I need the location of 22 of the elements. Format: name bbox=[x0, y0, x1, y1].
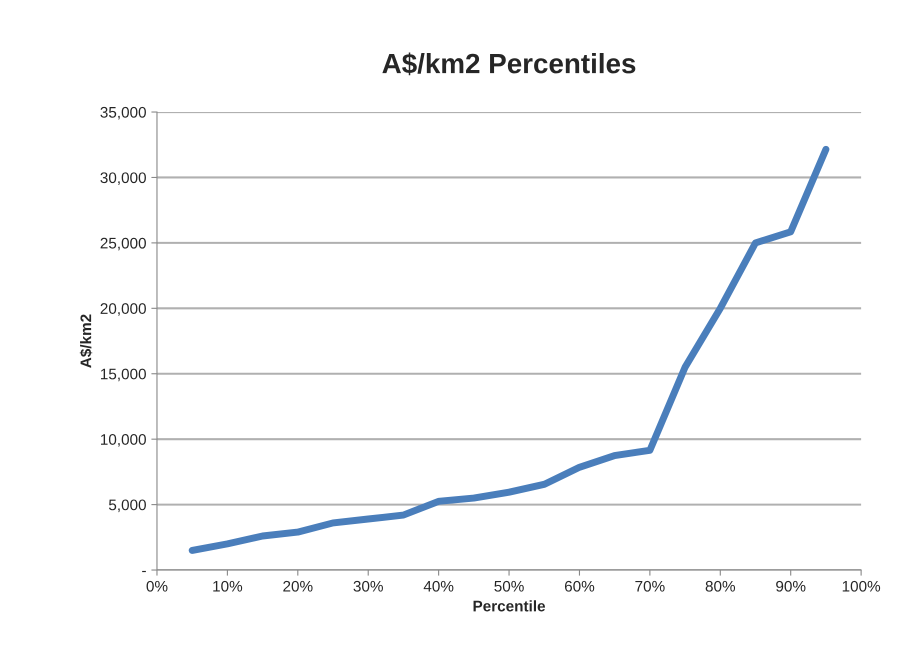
x-tick-label: 30% bbox=[354, 580, 383, 592]
x-tick-label: 70% bbox=[635, 580, 665, 592]
y-tick-label: - bbox=[142, 570, 146, 572]
x-tick-label: 0% bbox=[146, 580, 168, 592]
x-tick-label: 40% bbox=[424, 580, 454, 592]
x-tick-label: 100% bbox=[842, 580, 880, 592]
y-tick-label: 35,000 bbox=[100, 106, 146, 120]
x-tick-label: 60% bbox=[564, 580, 594, 592]
y-tick-label: 20,000 bbox=[100, 303, 146, 316]
y-tick-label: 15,000 bbox=[101, 368, 146, 382]
x-tick-label: 50% bbox=[494, 580, 524, 592]
x-tick-label: 20% bbox=[283, 580, 313, 592]
y-tick-label: 10,000 bbox=[101, 434, 146, 447]
x-tick-label: 90% bbox=[776, 580, 806, 592]
y-axis-title: A$/km2 bbox=[80, 314, 92, 368]
y-tick-label: 5,000 bbox=[108, 499, 146, 512]
x-tick-label: 10% bbox=[213, 580, 242, 592]
x-axis-title: Percentile bbox=[474, 600, 546, 612]
x-tick-label: 80% bbox=[706, 580, 736, 592]
chart-title: A$/km2 Percentiles bbox=[382, 52, 636, 76]
y-tick-label: 25,000 bbox=[100, 238, 146, 250]
y-tick-label: 30,000 bbox=[100, 172, 146, 185]
